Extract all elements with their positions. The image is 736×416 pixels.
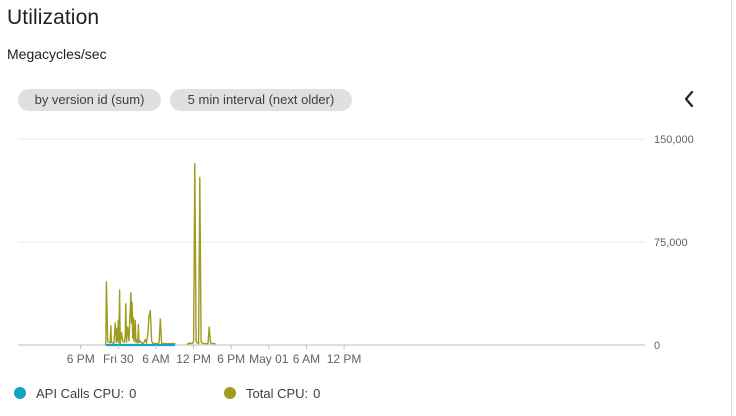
api-calls-swatch-icon: [14, 387, 26, 399]
x-tick-label: May 01: [249, 352, 289, 366]
x-tick-label: 12 PM: [176, 352, 211, 366]
series-layer: [105, 163, 216, 347]
grid-layer: [18, 138, 645, 346]
card-subtitle: Megacycles/sec: [7, 46, 107, 62]
legend-item-total-cpu[interactable]: Total CPU: 0: [224, 384, 320, 402]
series-line-total-cpu: [105, 281, 176, 346]
y-tick-label: 0: [654, 340, 660, 352]
collapse-button[interactable]: [678, 86, 700, 112]
legend-label-api-calls: API Calls CPU: [36, 385, 121, 401]
card-title: Utilization: [7, 6, 100, 29]
legend-value-total-cpu: 0: [313, 385, 321, 401]
series-line-total-cpu: [186, 163, 216, 346]
interval-chip[interactable]: 5 min interval (next older): [170, 89, 352, 111]
x-tick-label: 12 PM: [327, 352, 362, 366]
x-tick-label: 6 AM: [293, 352, 320, 366]
tick-layer: 150,000 75,000 0 6 PM Fri 30 6 AM 12 PM 6 PM May…: [67, 134, 694, 366]
legend-label-total-cpu: Total CPU: [246, 385, 305, 401]
group-by-chip[interactable]: by version id (sum): [18, 89, 161, 111]
total-cpu-swatch-icon: [224, 387, 236, 399]
y-tick-label: 150,000: [654, 134, 694, 146]
chevron-left-icon: [684, 90, 694, 108]
legend-item-api-calls[interactable]: API Calls CPU: 0: [14, 384, 136, 402]
x-tick-label: 6 AM: [142, 352, 169, 366]
x-tick-label: 6 PM: [217, 352, 245, 366]
x-tick-label: Fri 30: [103, 352, 134, 366]
y-tick-label: 75,000: [654, 237, 688, 249]
utilization-chart: 150,000 75,000 0 6 PM Fri 30 6 AM 12 PM 6 PM May…: [18, 134, 694, 366]
x-tick-label: 6 PM: [67, 352, 95, 366]
legend-value-api-calls: 0: [129, 385, 137, 401]
card-right-border: [731, 0, 732, 416]
